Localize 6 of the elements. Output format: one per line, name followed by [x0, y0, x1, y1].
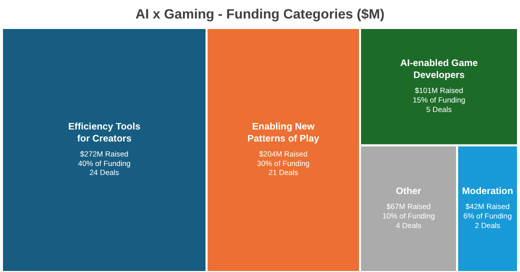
text: AI x Gaming - Funding Categories ($M)	[135, 6, 385, 22]
category-label: Other	[396, 186, 422, 198]
category-label: Efficiency Tools for Creators	[68, 122, 140, 145]
category-label: Moderation	[462, 186, 514, 198]
category-label: Enabling New Patterns of Play	[247, 122, 320, 145]
category-label: AI-enabled Game Developers	[400, 58, 478, 82]
